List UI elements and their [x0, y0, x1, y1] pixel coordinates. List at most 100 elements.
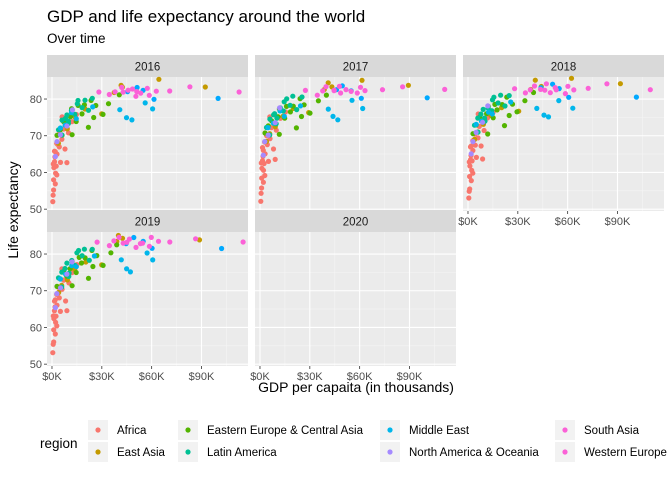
data-point — [52, 153, 59, 160]
data-point — [96, 89, 102, 95]
facet-panel-2020: 2020 $0K $30K $60K $90K — [250, 210, 456, 383]
data-point — [57, 276, 64, 282]
data-point — [90, 104, 96, 110]
data-point — [69, 132, 75, 138]
data-point — [258, 190, 264, 196]
x-tick-label: $90K — [189, 371, 215, 383]
data-point — [196, 237, 203, 243]
data-point — [556, 98, 562, 104]
data-point — [538, 86, 544, 92]
data-point — [480, 119, 486, 125]
data-point — [91, 253, 97, 259]
data-point — [400, 84, 406, 90]
data-point — [129, 117, 135, 123]
data-point — [506, 93, 512, 99]
data-point — [127, 269, 133, 275]
facet-strip — [463, 55, 664, 77]
x-tick-label: $0K — [250, 371, 270, 383]
data-point — [277, 105, 283, 111]
data-point — [349, 97, 355, 103]
data-point — [112, 89, 118, 95]
data-point — [467, 163, 473, 169]
data-point — [532, 77, 538, 83]
y-tick-label: 60 — [30, 322, 42, 334]
data-point — [59, 269, 65, 275]
data-point — [362, 88, 368, 94]
data-point — [274, 115, 280, 121]
data-point — [260, 167, 267, 173]
data-point — [140, 240, 146, 246]
data-point — [156, 76, 162, 82]
data-point — [338, 90, 344, 96]
data-point — [262, 139, 268, 145]
data-point — [267, 116, 273, 122]
data-point — [265, 125, 271, 131]
data-point — [547, 90, 553, 96]
data-point — [52, 305, 59, 311]
data-point — [405, 82, 411, 88]
data-point — [565, 83, 571, 89]
data-point — [117, 107, 123, 113]
data-point — [468, 178, 474, 184]
data-point — [604, 81, 610, 87]
data-point — [193, 236, 199, 242]
data-point — [466, 195, 472, 201]
data-point — [534, 105, 540, 111]
legend-label: Latin America — [207, 447, 277, 459]
data-point — [299, 94, 305, 100]
data-point — [498, 92, 504, 98]
data-point — [470, 139, 476, 145]
facet-panel-2016: 2016 50 60 70 80 — [30, 55, 248, 216]
data-point — [475, 115, 481, 121]
data-point — [570, 105, 576, 111]
data-point — [78, 260, 85, 266]
data-point — [64, 308, 70, 314]
y-tick-label: 80 — [30, 94, 42, 106]
data-point — [325, 80, 331, 86]
data-point — [134, 84, 140, 91]
data-point — [571, 87, 577, 93]
data-point — [265, 158, 272, 164]
data-point — [473, 121, 479, 127]
data-point — [508, 99, 514, 105]
data-point — [358, 95, 364, 101]
legend-title: region — [40, 436, 78, 451]
data-point — [424, 95, 430, 101]
data-point — [442, 86, 448, 92]
data-point — [480, 156, 486, 162]
data-point — [294, 107, 300, 113]
y-tick-label: 70 — [30, 286, 42, 298]
data-point — [359, 77, 365, 83]
facet-strip — [255, 210, 456, 232]
data-point — [290, 93, 296, 99]
data-point — [105, 101, 112, 107]
data-point — [485, 103, 491, 109]
data-point — [531, 83, 538, 89]
legend-label: South Asia — [584, 425, 640, 437]
data-point — [470, 170, 476, 176]
data-point — [489, 111, 495, 117]
legend-key-point — [387, 427, 393, 433]
data-point — [330, 113, 336, 119]
data-point — [54, 139, 60, 145]
data-point — [64, 112, 70, 118]
data-point — [79, 111, 85, 117]
data-point — [106, 243, 112, 249]
legend-label: Eastern Europe & Central Asia — [207, 425, 364, 437]
facet-strip-label: 2017 — [343, 62, 369, 74]
facet-strip-label: 2019 — [135, 217, 161, 229]
data-point — [258, 160, 264, 166]
data-point — [466, 159, 472, 165]
data-point — [85, 124, 91, 130]
legend-label: Africa — [117, 425, 147, 437]
data-point — [617, 81, 624, 87]
legend-label: Western Europe — [584, 447, 667, 459]
data-point — [562, 91, 569, 97]
data-point — [478, 143, 484, 149]
data-point — [116, 234, 122, 240]
data-point — [314, 92, 320, 98]
data-point — [69, 107, 76, 113]
facet-strip-label: 2018 — [551, 62, 577, 74]
data-point — [73, 269, 79, 276]
